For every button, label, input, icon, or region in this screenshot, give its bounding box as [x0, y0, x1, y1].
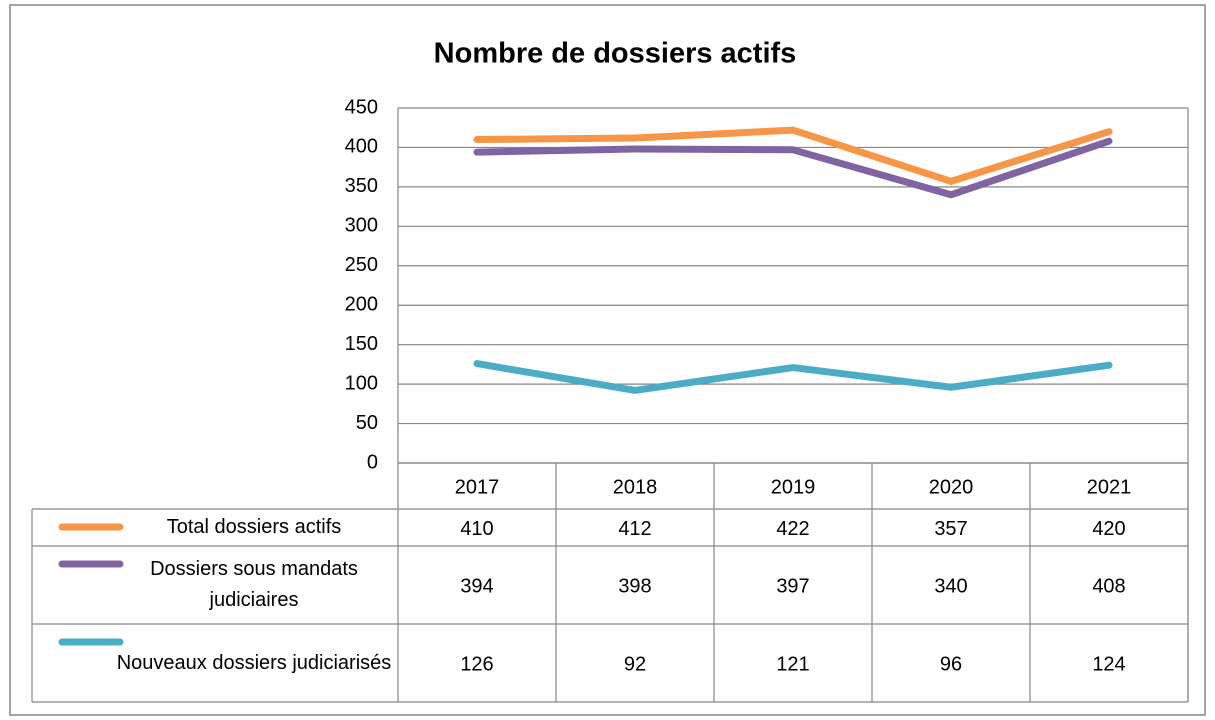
series-line: [473, 360, 1113, 394]
y-tick-label: 150: [345, 333, 378, 355]
table-value: 397: [776, 575, 809, 597]
table-value: 408: [1092, 575, 1125, 597]
legend-label-box: Nouveaux dossiers judiciarisés: [116, 651, 392, 674]
legend-label-box: Dossiers sous mandats judiciaires: [150, 558, 358, 611]
series-line: [473, 126, 1113, 185]
y-tick-label: 300: [345, 215, 378, 237]
y-tick-label: 250: [345, 254, 378, 276]
table-value: 422: [776, 518, 809, 540]
legend-label: Total dossiers actifs: [166, 516, 342, 538]
table-value: 92: [624, 653, 646, 675]
table-value: 357: [934, 518, 967, 540]
table-value: 420: [1092, 518, 1125, 540]
table-value: 340: [934, 575, 967, 597]
table-value: 96: [940, 653, 962, 675]
table-value: 124: [1092, 653, 1125, 675]
legend-label: Dossiers sous mandats judiciaires: [150, 558, 358, 611]
x-tick-label: 2021: [1087, 476, 1132, 498]
y-tick-label: 350: [345, 175, 378, 197]
table-value: 394: [460, 575, 493, 597]
x-tick-label: 2018: [613, 476, 658, 498]
y-tick-label: 0: [367, 451, 378, 473]
series-line: [473, 137, 1113, 199]
chart-title: Nombre de dossiers actifs: [434, 38, 797, 70]
x-tick-label: 2020: [929, 476, 974, 498]
table-value: 121: [776, 653, 809, 675]
y-tick-label: 50: [356, 412, 378, 434]
table-value: 398: [618, 575, 651, 597]
legend-label-box: Total dossiers actifs: [166, 516, 342, 538]
x-tick-label: 2019: [771, 476, 816, 498]
y-tick-label: 400: [345, 136, 378, 158]
legend-label: Nouveaux dossiers judiciarisés: [116, 651, 392, 674]
chart-border: [9, 4, 1206, 716]
y-tick-label: 200: [345, 294, 378, 316]
y-tick-label: 100: [345, 372, 378, 394]
table-value: 412: [618, 518, 651, 540]
y-tick-label: 450: [345, 96, 378, 118]
table-value: 126: [460, 653, 493, 675]
table-value: 410: [460, 518, 493, 540]
x-tick-label: 2017: [455, 476, 500, 498]
